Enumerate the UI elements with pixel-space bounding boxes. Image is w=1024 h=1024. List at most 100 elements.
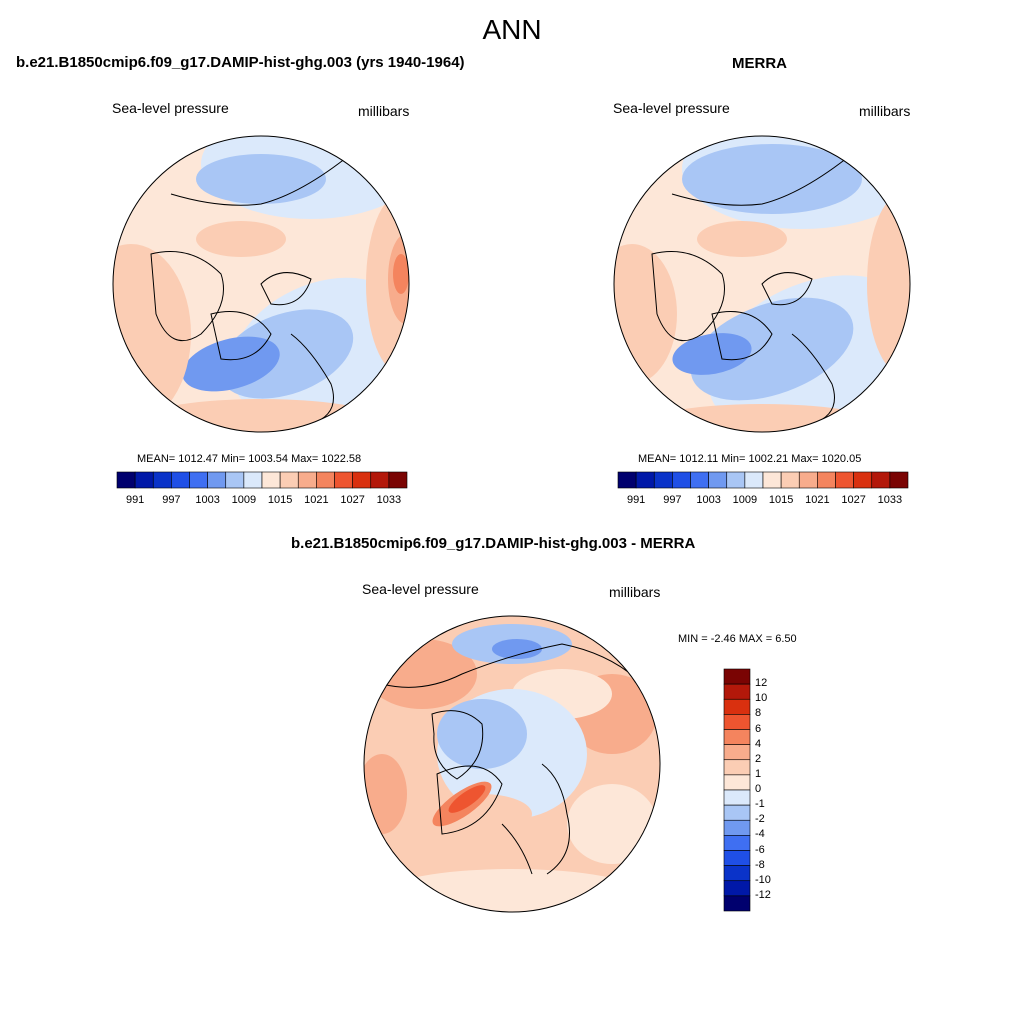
- panel2-colorbar-tick-label: 1033: [877, 494, 903, 506]
- panel3-colorbar-tick-label: -10: [755, 873, 771, 886]
- panel2-colorbar-swatch: [690, 471, 709, 489]
- panel1-colorbar-swatch: [207, 471, 227, 489]
- panel2-colorbar-swatch: [672, 471, 691, 489]
- panel3-colorbar-tick-label: 6: [755, 722, 762, 735]
- panel3-colorbar-swatch: [723, 774, 751, 791]
- panel3-colorbar-swatch: [723, 759, 751, 776]
- panel3-colorbar-ticks: 12 10 8 6 4 2 1 0 -1 -2 -4 -6 -8 -10 -12: [755, 669, 785, 911]
- panel3-colorbar-tick-label: 8: [755, 707, 762, 720]
- panel2-colorbar-ticks: 991 997 1003 1009 1015 1021 1027 1033: [618, 494, 908, 508]
- panel1-colorbar-swatch: [297, 471, 317, 489]
- panel3-units-label: millibars: [609, 584, 661, 600]
- panel3-colorbar-tick-label: 10: [755, 692, 768, 705]
- panel3-colorbar-swatch: [723, 895, 751, 912]
- panel2-colorbar: [617, 471, 909, 489]
- panel2-variable-label: Sea-level pressure: [613, 100, 730, 116]
- panel3-title: b.e21.B1850cmip6.f09_g17.DAMIP-hist-ghg.…: [291, 535, 696, 552]
- panel3-colorbar-swatch: [723, 668, 751, 685]
- panel2-colorbar-tick-label: 1021: [805, 494, 830, 506]
- panel3-colorbar-swatch: [723, 729, 751, 745]
- panel3-colorbar-swatch: [723, 804, 751, 821]
- panel1-stats: MEAN= 1012.47 Min= 1003.54 Max= 1022.58: [137, 453, 362, 465]
- panel2-stats: MEAN= 1012.11 Min= 1002.21 Max= 1020.05: [638, 453, 862, 465]
- panel3-colorbar-tick-label: -12: [755, 888, 771, 901]
- panel1-colorbar-swatch: [116, 471, 136, 489]
- panel2-colorbar-swatch: [617, 471, 637, 489]
- panel2-colorbar-swatch: [635, 471, 655, 489]
- panel2-colorbar-tick-label: 1009: [732, 494, 758, 506]
- panel2-colorbar-swatch: [653, 471, 673, 489]
- panel2-colorbar-swatch: [744, 471, 764, 489]
- panel3-colorbar-tick-label: -4: [755, 828, 765, 841]
- panel3-colorbar-swatch: [723, 880, 751, 897]
- panel2-colorbar-swatch: [889, 471, 909, 489]
- panel1-units-label: millibars: [358, 103, 410, 119]
- panel2-colorbar-tick-label: 991: [626, 494, 646, 506]
- panel1-variable-label: Sea-level pressure: [112, 100, 229, 116]
- panel2-colorbar-swatch: [853, 471, 873, 489]
- panel1-colorbar-swatch: [189, 471, 208, 489]
- panel1-colorbar-swatch: [225, 471, 245, 489]
- panel3-colorbar-tick-label: -2: [755, 813, 765, 826]
- panel3-colorbar-swatch: [723, 865, 751, 882]
- panel3-colorbar-tick-label: 12: [755, 677, 768, 690]
- panel1-colorbar-tick-label: 1015: [267, 494, 293, 506]
- panel3-colorbar-tick-label: -1: [755, 798, 765, 811]
- panel3-colorbar-swatch: [723, 835, 751, 851]
- panel3-colorbar-swatch: [723, 744, 751, 761]
- panel3-colorbar-tick-label: 4: [755, 737, 762, 750]
- panel3-map: [363, 615, 661, 913]
- panel1-colorbar-tick-label: 1027: [340, 494, 365, 506]
- panel2-colorbar-swatch: [780, 471, 800, 489]
- panel3-colorbar-tick-label: -6: [755, 843, 765, 856]
- panel3-colorbar-swatch: [723, 714, 751, 730]
- panel1-map: [112, 135, 410, 433]
- panel1-colorbar-swatch: [370, 471, 390, 489]
- panel2-colorbar-swatch: [708, 471, 728, 489]
- panel1-colorbar-swatch: [334, 471, 353, 489]
- panel1-colorbar-tick-label: 997: [162, 494, 181, 506]
- panel2-colorbar-tick-label: 997: [663, 494, 682, 506]
- panel2-colorbar-tick-label: 1003: [696, 494, 721, 506]
- panel1-colorbar-swatch: [388, 471, 408, 489]
- panel2-colorbar-tick-label: 1015: [768, 494, 794, 506]
- panel1-colorbar-swatch: [171, 471, 190, 489]
- panel2-title: MERRA: [732, 55, 787, 72]
- panel1-colorbar-tick-label: 1009: [231, 494, 257, 506]
- panel3-minmax: MIN = -2.46 MAX = 6.50: [678, 633, 797, 645]
- panel2-colorbar-swatch: [762, 471, 782, 489]
- panel1-colorbar-tick-label: 991: [125, 494, 145, 506]
- panel3-colorbar-tick-label: -8: [755, 858, 765, 871]
- panel2-map: [613, 135, 911, 433]
- panel2-colorbar-tick-label: 1027: [841, 494, 866, 506]
- panel1-colorbar: [116, 471, 408, 489]
- panel1-title: b.e21.B1850cmip6.f09_g17.DAMIP-hist-ghg.…: [16, 54, 465, 71]
- panel1-colorbar-tick-label: 1033: [376, 494, 402, 506]
- panel2-colorbar-swatch: [798, 471, 818, 489]
- panel1-colorbar-swatch: [279, 471, 299, 489]
- panel3-colorbar-swatch: [723, 789, 751, 806]
- panel2-colorbar-swatch: [835, 471, 854, 489]
- panel3-colorbar-tick-label: 2: [755, 752, 762, 765]
- panel1-colorbar-tick-label: 1021: [304, 494, 329, 506]
- panel2-colorbar-swatch: [871, 471, 891, 489]
- panel1-colorbar-swatch: [243, 471, 263, 489]
- panel2-colorbar-swatch: [726, 471, 746, 489]
- panel3-colorbar-swatch: [723, 819, 751, 836]
- panel3-colorbar-swatch: [723, 850, 751, 866]
- panel1-colorbar-tick-label: 1003: [195, 494, 220, 506]
- panel3-variable-label: Sea-level pressure: [362, 581, 479, 597]
- panel3-colorbar-swatch: [723, 683, 751, 700]
- panel3-colorbar: [723, 668, 751, 912]
- main-title: ANN: [482, 14, 542, 45]
- panel1-colorbar-ticks: 991 997 1003 1009 1015 1021 1027 1033: [117, 494, 407, 508]
- panel1-colorbar-swatch: [316, 471, 335, 489]
- panel1-colorbar-swatch: [261, 471, 281, 489]
- panel3-colorbar-swatch: [723, 698, 751, 715]
- panel3-colorbar-tick-label: 0: [755, 783, 762, 795]
- panel2-colorbar-swatch: [817, 471, 836, 489]
- panel1-colorbar-swatch: [152, 471, 172, 489]
- panel2-units-label: millibars: [859, 103, 911, 119]
- panel1-colorbar-swatch: [134, 471, 154, 489]
- panel3-colorbar-tick-label: 1: [755, 767, 762, 780]
